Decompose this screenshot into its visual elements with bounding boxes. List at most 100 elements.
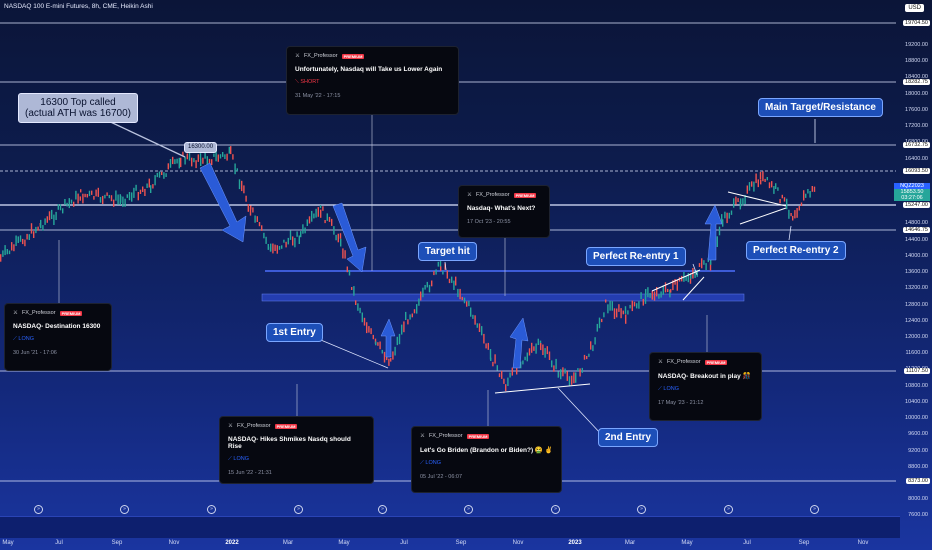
candle (165, 173, 167, 177)
candle (75, 190, 77, 200)
candle (0, 254, 2, 262)
candle (509, 372, 511, 378)
candle (215, 150, 217, 162)
earnings-event-icon[interactable]: » (637, 505, 646, 514)
candle (748, 182, 751, 191)
candle (135, 184, 137, 191)
candle (22, 238, 24, 245)
candle (653, 291, 656, 301)
premium-badge: PREMIUM (341, 53, 365, 59)
candle (544, 348, 546, 358)
candle (351, 287, 353, 290)
candle (403, 321, 405, 333)
idea-author: FX_Professor (666, 359, 701, 365)
candle (243, 185, 245, 194)
second-entry-callout: 2nd Entry (598, 428, 659, 447)
candle (44, 218, 46, 225)
candle (156, 172, 158, 178)
candle (219, 154, 222, 159)
candle (451, 276, 453, 283)
candle (339, 233, 342, 239)
idea-title: Nasdaq- What's Next? (467, 205, 536, 212)
candle (265, 236, 267, 244)
candle (468, 300, 470, 307)
earnings-event-icon[interactable]: » (551, 505, 560, 514)
level-tag: 15247.00 (903, 202, 930, 208)
time-axis[interactable]: May Jul Sep Nov 2022 Mar May Jul Sep Nov 2023 Mar Ma… (0, 538, 900, 550)
candle (622, 310, 624, 315)
candle (792, 215, 794, 221)
candle (811, 186, 813, 192)
candle (766, 177, 768, 181)
candle (64, 199, 66, 205)
candle (66, 202, 68, 207)
candle (224, 154, 226, 159)
candle (93, 196, 95, 200)
candle (716, 236, 718, 247)
candle (807, 189, 809, 194)
candle (163, 172, 165, 179)
price-axis[interactable]: 19200.00 18800.00 18400.00 18000.00 17600.00… (894, 12, 932, 520)
earnings-event-icon[interactable]: » (810, 505, 819, 514)
earnings-event-icon[interactable]: » (120, 505, 129, 514)
candle (128, 192, 131, 201)
candle (583, 354, 586, 360)
idea-card[interactable]: ⚔ FX_Professor PREMIUM NASDAQ- Hikes Shmik… (219, 416, 374, 484)
candle (539, 340, 542, 345)
candle (283, 239, 285, 243)
candle (270, 243, 272, 252)
price-tick: 10800.00 (905, 382, 928, 389)
idea-direction: ⟋ LONG (13, 336, 34, 342)
candle (507, 377, 509, 386)
earnings-event-icon[interactable]: » (207, 505, 216, 514)
author-avatar-icon: ⚔ (658, 359, 663, 365)
idea-card[interactable]: ⚔ FX_Professor PREMIUM NASDAQ- Destination… (4, 303, 112, 371)
earnings-event-icon[interactable]: » (34, 505, 43, 514)
candle (553, 365, 555, 372)
candle (796, 208, 798, 218)
idea-title: Unfortunately, Nasdaq will Take us Lower… (295, 66, 443, 73)
candle (687, 273, 689, 283)
candle (222, 152, 224, 157)
candle (598, 317, 601, 329)
candle (459, 288, 461, 300)
candle (230, 146, 232, 155)
candle (489, 349, 492, 360)
time-tick: May (681, 540, 693, 546)
idea-card[interactable]: ⚔ FX_Professor PREMIUM Let's Go Briden (Br… (411, 426, 562, 493)
candle (388, 358, 390, 366)
candle (254, 215, 256, 223)
idea-card[interactable]: ⚔ FX_Professor PREMIUM Unfortunately, Nasd… (286, 46, 459, 115)
earnings-event-icon[interactable]: » (464, 505, 473, 514)
candle (104, 194, 106, 199)
time-tick: Nov (168, 540, 180, 546)
candle (522, 360, 524, 365)
candle (211, 159, 213, 165)
candle (274, 244, 276, 251)
candle (733, 198, 735, 208)
currency-button[interactable]: USD (905, 4, 924, 12)
candle (263, 232, 265, 239)
author-avatar-icon: ⚔ (228, 423, 233, 429)
candle (681, 275, 683, 282)
candle (191, 157, 193, 167)
candle (102, 195, 104, 204)
candle (15, 235, 17, 246)
candle (258, 222, 261, 227)
candle (422, 287, 424, 298)
earnings-event-icon[interactable]: » (294, 505, 303, 514)
candle (800, 202, 803, 206)
candle (640, 292, 642, 300)
candle (26, 233, 28, 240)
idea-card[interactable]: ⚔ FX_Professor PREMIUM NASDAQ- Breakout in… (649, 352, 762, 421)
idea-card[interactable]: ⚔ FX_Professor PREMIUM Nasdaq- What's Next… (458, 185, 550, 238)
candle (245, 195, 247, 202)
earnings-event-icon[interactable]: » (378, 505, 387, 514)
candle (560, 369, 562, 380)
candle (594, 337, 596, 345)
earnings-event-icon[interactable]: » (724, 505, 733, 514)
time-tick: Nov (512, 540, 524, 546)
candle (401, 324, 403, 335)
candle (803, 190, 805, 201)
candle (487, 342, 489, 350)
